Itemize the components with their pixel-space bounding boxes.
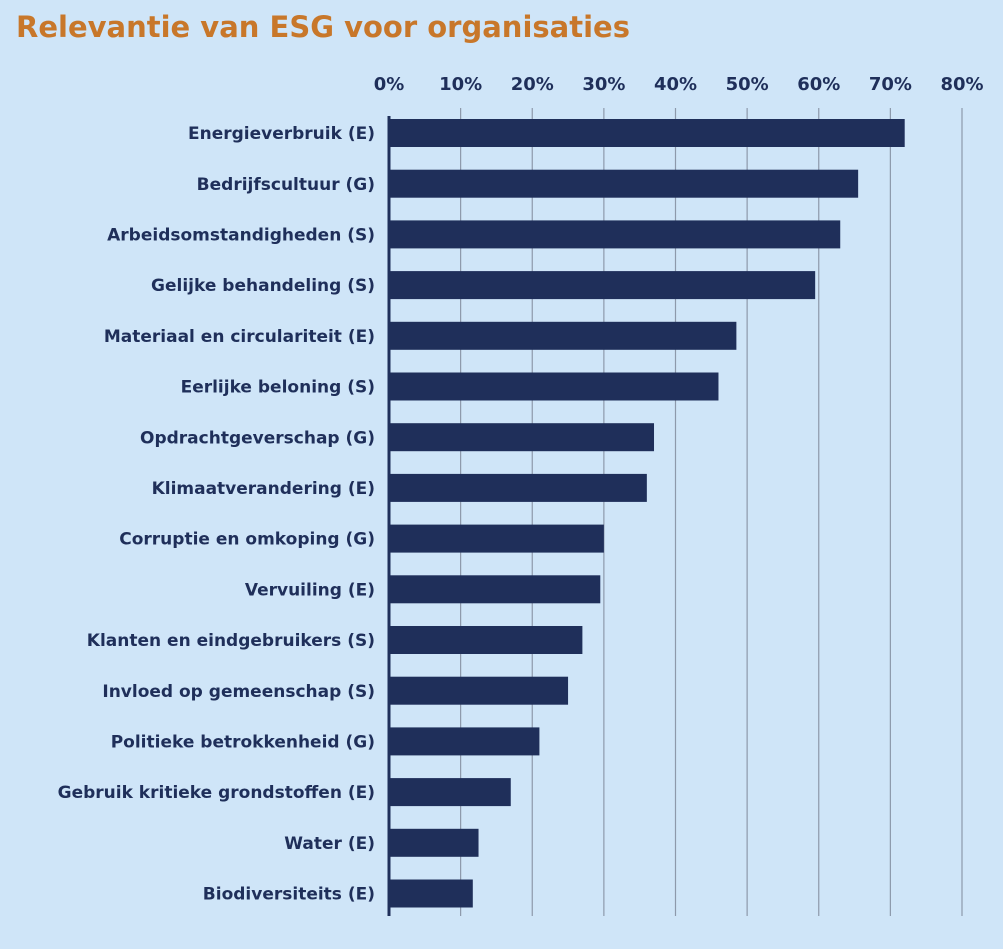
category-label: Gelijke behandeling (S) [151, 276, 375, 296]
bar [389, 524, 604, 553]
x-tick-label: 70% [869, 74, 912, 95]
bar [389, 727, 540, 756]
category-label: Opdrachtgeverschap (G) [140, 428, 375, 448]
category-label: Water (E) [284, 834, 375, 854]
category-label: Biodiversiteits (E) [203, 885, 375, 905]
category-label: Invloed op gemeenschap (S) [102, 682, 375, 702]
bar [389, 828, 479, 857]
x-tick-label: 0% [374, 74, 405, 95]
category-label: Arbeidsomstandigheden (S) [107, 226, 375, 246]
bar [389, 169, 859, 198]
bar [389, 321, 737, 350]
x-tick-label: 50% [726, 74, 769, 95]
bar [389, 676, 569, 705]
bar [389, 271, 816, 300]
x-tick-label: 80% [940, 74, 983, 95]
bar [389, 778, 511, 807]
bar [389, 119, 905, 147]
x-tick-label: 10% [439, 74, 482, 95]
x-axis-ticks: 0% 10% 20% 30% 40% 50% 60% 70% 80% [374, 74, 984, 95]
category-label: Vervuiling (E) [245, 580, 375, 600]
bar [389, 423, 655, 452]
category-label: Klanten en eindgebruikers (S) [87, 631, 375, 651]
category-labels: Energieverbruik (E) Bedrijfscultuur (G) Ar… [58, 124, 375, 905]
bar [389, 473, 647, 502]
x-tick-label: 40% [654, 74, 697, 95]
bars [389, 119, 905, 908]
bar [389, 626, 583, 654]
category-label: Eerlijke beloning (S) [181, 378, 375, 398]
bar [389, 220, 841, 249]
x-tick-label: 20% [511, 74, 554, 95]
category-label: Corruptie en omkoping (G) [119, 530, 375, 550]
category-label: Politieke betrokkenheid (G) [111, 733, 375, 753]
chart-title: Relevantie van ESG voor organisaties [16, 10, 630, 44]
x-tick-label: 60% [797, 74, 840, 95]
category-label: Energieverbruik (E) [188, 124, 375, 144]
bar [389, 372, 719, 401]
bar [389, 575, 601, 604]
category-label: Bedrijfscultuur (G) [197, 175, 375, 195]
category-label: Gebruik kritieke grondstoffen (E) [58, 783, 375, 803]
x-tick-label: 30% [582, 74, 625, 95]
category-label: Materiaal en circulariteit (E) [104, 327, 375, 347]
bar [389, 879, 473, 908]
category-label: Klimaatverandering (E) [152, 479, 375, 499]
